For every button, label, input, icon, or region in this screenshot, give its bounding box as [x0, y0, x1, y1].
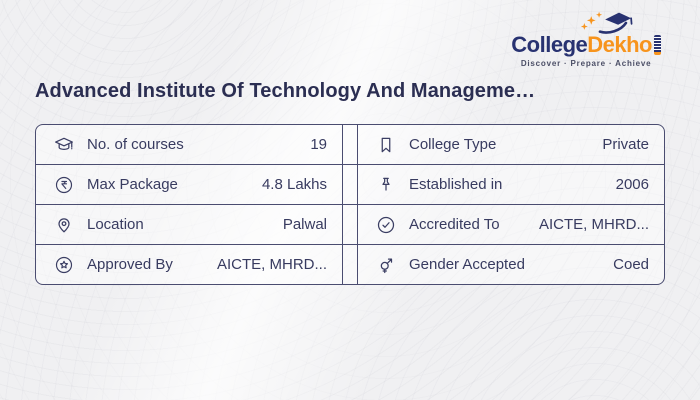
logo-scroll-icon — [654, 35, 661, 55]
info-cell-college-type: College Type Private — [358, 125, 664, 164]
table-column-divider — [342, 125, 358, 164]
table-row: No. of courses 19 College Type Private — [36, 125, 664, 165]
info-value: AICTE, MHRD... — [216, 256, 327, 273]
table-column-divider — [342, 205, 358, 244]
bookmark-icon — [376, 135, 396, 155]
collegedekho-logo: College Dekho Discover · Prepare · Achiev… — [511, 10, 661, 74]
info-label: Max Package — [87, 176, 178, 193]
table-row: Max Package 4.8 Lakhs Established in 200… — [36, 165, 664, 205]
table-column-divider — [342, 165, 358, 204]
rupee-circle-icon — [54, 175, 74, 195]
topbar: College Dekho Discover · Prepare · Achiev… — [35, 10, 665, 74]
location-pin-icon — [54, 215, 74, 235]
info-value: AICTE, MHRD... — [538, 216, 649, 233]
pushpin-icon — [376, 175, 396, 195]
table-row: Location Palwal Accredited To AICTE, MHR… — [36, 205, 664, 245]
info-value: 2006 — [615, 176, 649, 193]
info-value: Palwal — [282, 216, 327, 233]
info-cell-approved-by: Approved By AICTE, MHRD... — [36, 245, 342, 284]
college-title: Advanced Institute Of Technology And Man… — [35, 80, 536, 102]
logo-wordmark: College Dekho — [511, 34, 661, 56]
info-cell-accredited: Accredited To AICTE, MHRD... — [358, 205, 664, 244]
graduation-cap-stars-icon — [581, 11, 633, 34]
table-column-divider — [342, 245, 358, 284]
check-circle-icon — [376, 215, 396, 235]
info-label: Accredited To — [409, 216, 500, 233]
college-info-table: No. of courses 19 College Type Private — [35, 124, 665, 285]
logo-tagline: Discover · Prepare · Achieve — [520, 59, 652, 68]
info-cell-max-package: Max Package 4.8 Lakhs — [36, 165, 342, 204]
info-cell-established: Established in 2006 — [358, 165, 664, 204]
gender-icon — [376, 255, 396, 275]
info-value: 19 — [310, 136, 327, 153]
info-cell-location: Location Palwal — [36, 205, 342, 244]
info-label: No. of courses — [87, 136, 184, 153]
table-row: Approved By AICTE, MHRD... Gender Accept… — [36, 245, 664, 284]
graduation-cap-icon — [54, 135, 74, 155]
info-cell-courses: No. of courses 19 — [36, 125, 342, 164]
info-label: Established in — [409, 176, 503, 193]
info-value: 4.8 Lakhs — [261, 176, 327, 193]
info-cell-gender: Gender Accepted Coed — [358, 245, 664, 284]
info-value: Private — [602, 136, 649, 153]
info-label: Approved By — [87, 256, 173, 273]
info-value: Coed — [613, 256, 649, 273]
logo-college-text: College — [511, 32, 588, 57]
info-label: Location — [87, 216, 144, 233]
info-label: Gender Accepted — [409, 256, 525, 273]
badge-star-icon — [54, 255, 74, 275]
info-label: College Type — [409, 136, 497, 153]
logo-dekho-text: Dekho — [587, 32, 652, 57]
